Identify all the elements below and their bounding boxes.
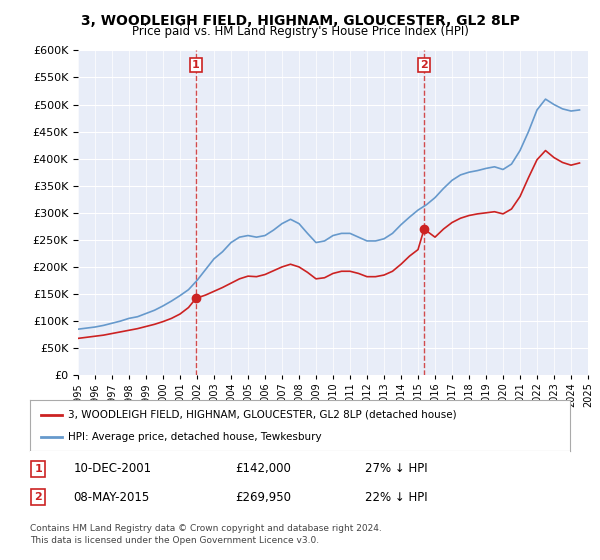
- Text: 3, WOODLEIGH FIELD, HIGHNAM, GLOUCESTER, GL2 8LP: 3, WOODLEIGH FIELD, HIGHNAM, GLOUCESTER,…: [80, 14, 520, 28]
- Text: 2: 2: [420, 60, 428, 70]
- Text: £269,950: £269,950: [235, 491, 291, 503]
- Text: HPI: Average price, detached house, Tewkesbury: HPI: Average price, detached house, Tewk…: [68, 432, 322, 442]
- Text: 10-DEC-2001: 10-DEC-2001: [73, 463, 151, 475]
- Text: 08-MAY-2015: 08-MAY-2015: [73, 491, 149, 503]
- Text: This data is licensed under the Open Government Licence v3.0.: This data is licensed under the Open Gov…: [30, 536, 319, 545]
- Text: Contains HM Land Registry data © Crown copyright and database right 2024.: Contains HM Land Registry data © Crown c…: [30, 524, 382, 533]
- Text: 2: 2: [34, 492, 42, 502]
- Text: 3, WOODLEIGH FIELD, HIGHNAM, GLOUCESTER, GL2 8LP (detached house): 3, WOODLEIGH FIELD, HIGHNAM, GLOUCESTER,…: [68, 409, 457, 419]
- Text: 1: 1: [192, 60, 200, 70]
- Text: 22% ↓ HPI: 22% ↓ HPI: [365, 491, 427, 503]
- Text: £142,000: £142,000: [235, 463, 291, 475]
- Text: 27% ↓ HPI: 27% ↓ HPI: [365, 463, 427, 475]
- Text: 1: 1: [34, 464, 42, 474]
- Text: Price paid vs. HM Land Registry's House Price Index (HPI): Price paid vs. HM Land Registry's House …: [131, 25, 469, 38]
